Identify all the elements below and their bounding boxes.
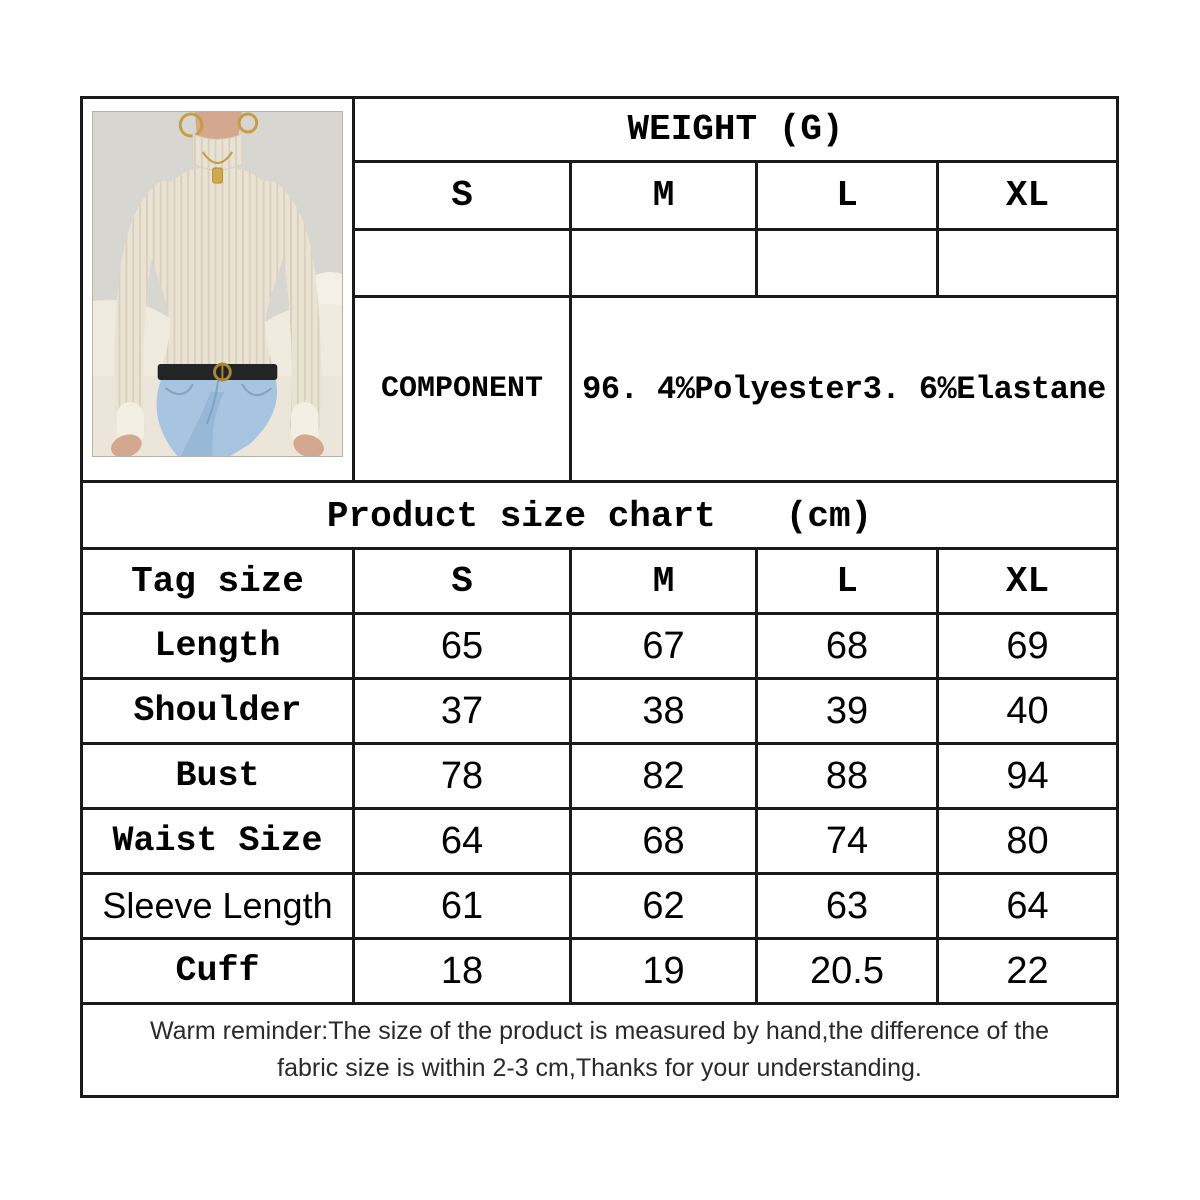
model-neck xyxy=(178,112,259,145)
size-chart-table: Product size chart (cm) Tag size S M L XL… xyxy=(79,480,1120,1005)
weight-value-cell xyxy=(352,228,572,298)
row-label-length: Length xyxy=(80,612,355,680)
waist-xl: 80 xyxy=(935,807,1120,875)
cuff-l: 20.5 xyxy=(755,937,939,1005)
weight-size-header-l: L xyxy=(755,160,939,231)
sleeve-xl: 64 xyxy=(935,872,1120,940)
warm-reminder-note: Warm reminder:The size of the product is… xyxy=(80,1002,1119,1098)
product-photo xyxy=(92,111,343,457)
row-label-bust: Bust xyxy=(80,742,355,810)
product-size-sheet: WEIGHT (G) S M L XL COMPONENT 96. 4%Poly… xyxy=(79,96,1120,1098)
length-l: 68 xyxy=(755,612,939,680)
size-chart-header-m: M xyxy=(569,547,758,615)
sleeve-l: 63 xyxy=(755,872,939,940)
shoulder-xl: 40 xyxy=(935,677,1120,745)
waist-s: 64 xyxy=(352,807,572,875)
shoulder-s: 37 xyxy=(352,677,572,745)
table-row-waist: Waist Size 64 68 74 80 xyxy=(80,807,1120,875)
size-chart-unit: (cm) xyxy=(785,496,873,537)
table-row-sleeve: Sleeve Length 61 62 63 64 xyxy=(80,872,1120,940)
jeans xyxy=(156,377,278,456)
model-hands xyxy=(111,434,324,456)
tag-size-label: Tag size xyxy=(80,547,355,615)
size-chart-title: Product size chart xyxy=(326,496,716,537)
row-label-waist: Waist Size xyxy=(80,807,355,875)
row-label-shoulder: Shoulder xyxy=(80,677,355,745)
turtleneck-collar xyxy=(192,133,243,171)
table-row-bust: Bust 78 82 88 94 xyxy=(80,742,1120,810)
belt xyxy=(157,362,278,382)
length-m: 67 xyxy=(569,612,758,680)
weight-component-table: WEIGHT (G) S M L XL COMPONENT 96. 4%Poly… xyxy=(80,96,1120,483)
table-row-shoulder: Shoulder 37 38 39 40 xyxy=(80,677,1120,745)
waist-l: 74 xyxy=(755,807,939,875)
component-value: 96. 4%Polyester3. 6%Elastane xyxy=(568,295,1120,483)
size-chart-header-xl: XL xyxy=(935,547,1120,615)
bust-m: 82 xyxy=(569,742,758,810)
warm-reminder-text: Warm reminder:The size of the product is… xyxy=(149,1016,1050,1083)
product-photo-cell xyxy=(80,96,355,483)
shoulder-m: 38 xyxy=(569,677,758,745)
size-chart-header-l: L xyxy=(755,547,939,615)
bust-s: 78 xyxy=(352,742,572,810)
row-label-cuff: Cuff xyxy=(80,937,355,1005)
weight-size-header-s: S xyxy=(352,160,572,231)
shoulder-l: 39 xyxy=(755,677,939,745)
sleeve-s: 61 xyxy=(352,872,572,940)
component-label: COMPONENT xyxy=(352,295,572,483)
weight-value-cell xyxy=(569,228,758,298)
length-xl: 69 xyxy=(935,612,1120,680)
table-row-length: Length 65 67 68 69 xyxy=(80,612,1120,680)
product-photo-illustration xyxy=(93,112,342,456)
size-chart-header-s: S xyxy=(352,547,572,615)
weight-table-title: WEIGHT (G) xyxy=(351,96,1120,163)
sleeve-m: 62 xyxy=(569,872,758,940)
row-label-sleeve: Sleeve Length xyxy=(80,872,355,940)
cuff-m: 19 xyxy=(569,937,758,1005)
bust-xl: 94 xyxy=(935,742,1120,810)
length-s: 65 xyxy=(352,612,572,680)
weight-size-header-m: M xyxy=(569,160,758,231)
cuff-s: 18 xyxy=(352,937,572,1005)
necklace xyxy=(201,151,234,184)
bust-l: 88 xyxy=(755,742,939,810)
cuff-xl: 22 xyxy=(935,937,1120,1005)
weight-value-cell xyxy=(935,228,1120,298)
size-chart-title-row: Product size chart (cm) xyxy=(79,480,1120,550)
weight-size-header-xl: XL xyxy=(935,160,1120,231)
sweater-torso xyxy=(149,166,286,380)
waist-m: 68 xyxy=(569,807,758,875)
weight-value-cell xyxy=(755,228,939,298)
sweater-sleeves xyxy=(113,181,322,446)
table-row-cuff: Cuff 18 19 20.5 22 xyxy=(80,937,1120,1005)
